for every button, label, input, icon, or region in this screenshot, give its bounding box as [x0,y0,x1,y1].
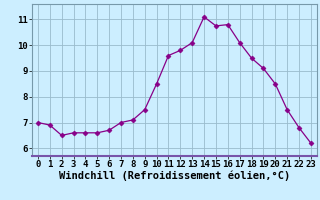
X-axis label: Windchill (Refroidissement éolien,°C): Windchill (Refroidissement éolien,°C) [59,171,290,181]
